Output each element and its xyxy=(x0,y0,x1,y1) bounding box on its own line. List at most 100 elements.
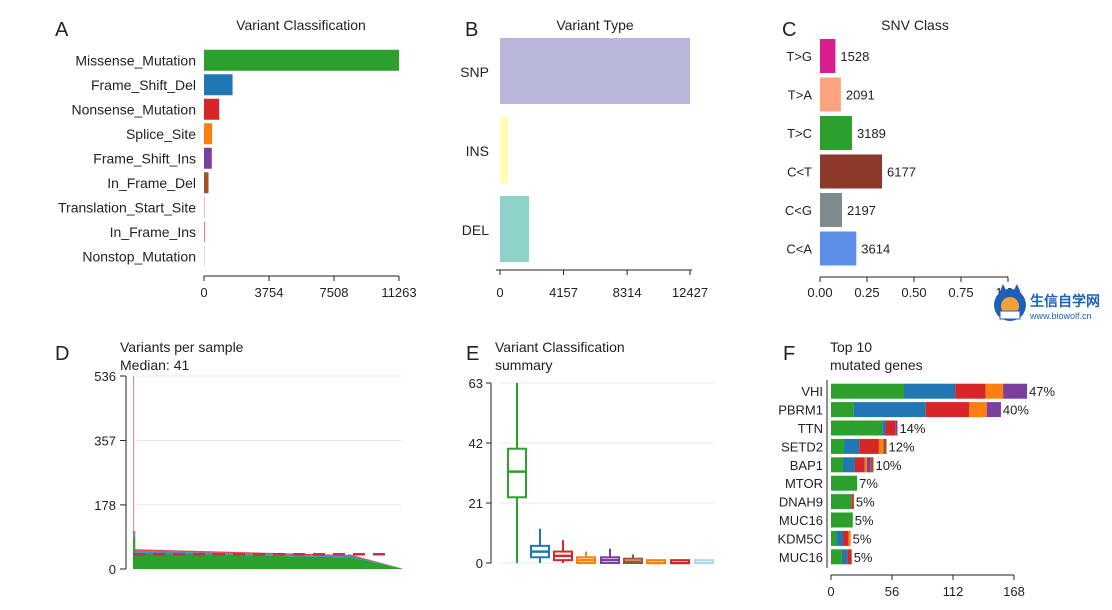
sample-bar-frameshift xyxy=(230,553,233,555)
bar xyxy=(204,172,209,194)
sample-bar-missense xyxy=(360,559,363,569)
bar xyxy=(204,49,399,71)
panel-e-chart: 0 21 42 63 xyxy=(469,376,715,571)
sample-bar-missense xyxy=(396,567,399,569)
percent-label: 5% xyxy=(853,531,872,546)
sample-bar-missense xyxy=(176,553,180,569)
bar xyxy=(204,74,233,96)
sample-bar-missense xyxy=(296,556,299,569)
sample-bar-nonsense xyxy=(348,554,351,556)
sample-bar-missense xyxy=(244,555,247,569)
gene-label: MUC16 xyxy=(779,513,823,528)
sample-bar-nonsense xyxy=(206,551,210,553)
sample-bar-missense xyxy=(366,560,369,569)
sample-bar-missense xyxy=(354,558,357,569)
sample-bar-nonsense xyxy=(350,554,353,556)
sample-bar-frameshift xyxy=(324,555,327,557)
sample-bar-missense xyxy=(226,554,229,569)
sample-bar-nonsense xyxy=(184,550,188,553)
sample-bar-frameshift xyxy=(148,551,152,554)
sample-bar-frameshift xyxy=(304,555,307,557)
sample-bar-missense xyxy=(346,557,349,569)
y-tick-label: 0 xyxy=(476,556,483,571)
sample-bar-frameshift xyxy=(384,564,387,565)
sample-bar-nonsense xyxy=(224,551,227,554)
panel-letter-f: F xyxy=(783,343,795,365)
sample-bar-nonsense xyxy=(378,562,381,563)
stacked-segment xyxy=(878,438,884,454)
bar xyxy=(204,221,205,243)
stacked-segment xyxy=(882,420,886,436)
panel-f-chart: VHI 47% PBRM1 40% TTN 14% SETD2 12% BAP1 10% MTOR 7… xyxy=(777,380,1056,599)
sample-bar-nonsense xyxy=(248,552,251,554)
sample-bar-nonsense xyxy=(134,549,138,551)
sample-bar-frameshift xyxy=(380,563,383,565)
sample-bar-nonsense xyxy=(288,553,291,555)
stacked-segment xyxy=(842,530,849,546)
sample-bar-missense xyxy=(260,555,263,569)
sample-bar-frameshift xyxy=(160,551,164,554)
sample-bar-frameshift xyxy=(318,555,321,557)
sample-bar-missense xyxy=(212,554,215,569)
sample-bar-missense xyxy=(372,562,375,569)
sample-bar-missense xyxy=(214,554,217,569)
sample-bar-missense xyxy=(252,555,255,569)
sample-bar-missense xyxy=(154,553,158,569)
sample-bar-nonsense xyxy=(220,551,223,553)
sample-bar-missense xyxy=(190,554,194,569)
x-tick-label: 112 xyxy=(943,584,964,599)
sample-bar-frameshift xyxy=(178,551,182,554)
sample-bar-missense xyxy=(162,553,166,569)
panel-letter-a: A xyxy=(55,19,69,41)
sample-bar-missense xyxy=(134,552,138,569)
sample-bar-missense xyxy=(236,555,239,569)
sample-bar-missense xyxy=(376,563,379,569)
category-label: Nonsense_Mutation xyxy=(71,101,196,117)
sample-bar-missense xyxy=(290,556,293,569)
bar xyxy=(820,154,883,189)
x-tick-label: 0 xyxy=(200,285,207,300)
sample-bar-frameshift xyxy=(328,555,331,558)
sample-bar-missense xyxy=(310,556,313,569)
sample-bar-missense xyxy=(156,553,160,569)
sample-bar-nonsense xyxy=(174,550,178,552)
sample-bar-nonsense xyxy=(374,561,377,562)
sample-bar-frameshift xyxy=(164,551,168,554)
sample-bar-frameshift xyxy=(332,555,335,558)
sample-bar-frameshift xyxy=(136,550,140,553)
sample-bar-frameshift xyxy=(180,551,184,554)
sample-bar-frameshift xyxy=(186,552,190,554)
sample-bar-missense xyxy=(152,553,156,569)
x-tick-label: 0.75 xyxy=(948,285,973,300)
watermark-cn-text: 生信自学网 xyxy=(1030,293,1100,309)
gene-label: TTN xyxy=(798,421,823,436)
sample-bar-frameshift xyxy=(150,551,154,554)
sample-bar-nonsense xyxy=(198,550,202,553)
sample-bar-missense xyxy=(198,554,202,569)
sample-bar-missense xyxy=(166,553,170,569)
stacked-segment xyxy=(986,402,1001,418)
panel-b-title: Variant Type xyxy=(556,17,634,33)
sample-bar-nonsense xyxy=(232,551,235,554)
count-label: 2197 xyxy=(847,203,876,218)
stacked-segment xyxy=(870,457,874,473)
sample-bar-frameshift xyxy=(364,559,367,561)
sample-bar-missense xyxy=(336,557,339,569)
panel-f-title-line1: Top 10 xyxy=(830,339,872,355)
sample-bar-frameshift xyxy=(346,556,349,558)
panel-e-title-line1: Variant Classification xyxy=(495,339,625,355)
y-tick-label: 178 xyxy=(94,498,116,513)
x-tick-label: 0 xyxy=(827,584,834,599)
sample-bar-missense xyxy=(142,552,146,569)
sample-bar-missense xyxy=(362,560,365,569)
sample-bar-missense xyxy=(238,555,241,569)
sample-bar-missense xyxy=(292,556,295,569)
sample-bar-frameshift xyxy=(336,555,339,558)
sample-bar-missense xyxy=(168,553,172,569)
sample-bar-missense xyxy=(222,554,225,569)
sample-bar-missense xyxy=(150,553,154,569)
sample-bar-frameshift xyxy=(158,551,162,554)
sample-bar-missense xyxy=(304,556,307,569)
sample-bar-nonsense xyxy=(133,531,136,535)
sample-bar-frameshift xyxy=(370,560,373,562)
